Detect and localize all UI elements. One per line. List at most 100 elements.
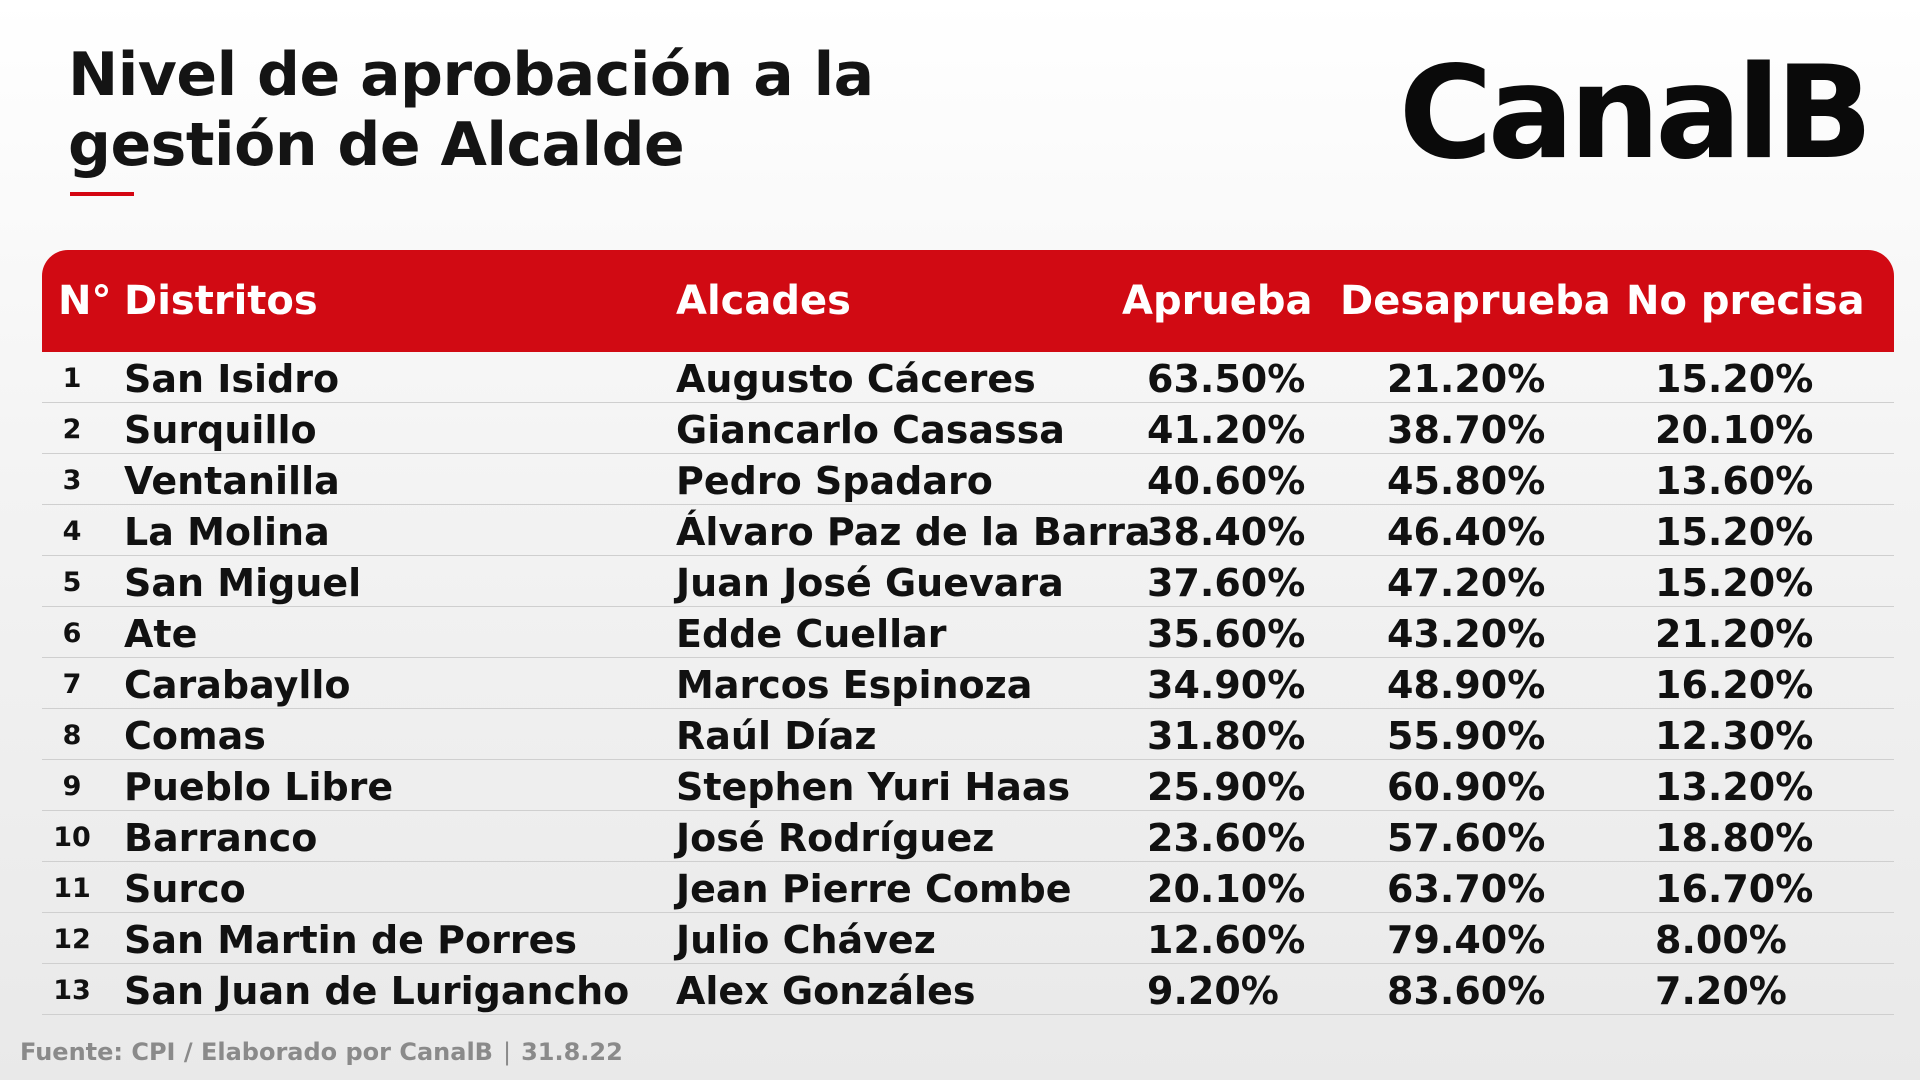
- district-name: La Molina: [124, 510, 330, 554]
- header-aprueba: Aprueba: [1122, 278, 1313, 324]
- approve-value: 23.60%: [1147, 816, 1306, 860]
- district-name: Comas: [124, 714, 266, 758]
- table-row: 11 Surco Jean Pierre Combe 20.10% 63.70% 16.7…: [42, 862, 1894, 913]
- disapprove-value: 38.70%: [1387, 408, 1546, 452]
- table-row: 3 Ventanilla Pedro Spadaro 40.60% 45.80% 13.6…: [42, 454, 1894, 505]
- district-name: Surquillo: [124, 408, 317, 452]
- approve-value: 40.60%: [1147, 459, 1306, 503]
- disapprove-value: 48.90%: [1387, 663, 1546, 707]
- approve-value: 34.90%: [1147, 663, 1306, 707]
- mayor-name: Marcos Espinoza: [676, 663, 1033, 707]
- header-no-precisa: No precisa: [1626, 278, 1865, 324]
- mayor-name: Álvaro Paz de la Barra: [676, 510, 1151, 554]
- table-body: 1 San Isidro Augusto Cáceres 63.50% 21.20% 15…: [42, 352, 1894, 1015]
- undecided-value: 13.60%: [1655, 459, 1814, 503]
- undecided-value: 7.20%: [1655, 969, 1787, 1013]
- disapprove-value: 43.20%: [1387, 612, 1546, 656]
- mayor-name: Raúl Díaz: [676, 714, 877, 758]
- approval-table: N° Distritos Alcades Aprueba Desaprueba No pr…: [42, 250, 1894, 1015]
- table-row: 2 Surquillo Giancarlo Casassa 41.20% 38.70% 2…: [42, 403, 1894, 454]
- disapprove-value: 45.80%: [1387, 459, 1546, 503]
- approve-value: 37.60%: [1147, 561, 1306, 605]
- district-name: San Miguel: [124, 561, 362, 605]
- approve-value: 9.20%: [1147, 969, 1279, 1013]
- mayor-name: Augusto Cáceres: [676, 357, 1036, 401]
- disapprove-value: 63.70%: [1387, 867, 1546, 911]
- disapprove-value: 21.20%: [1387, 357, 1546, 401]
- district-name: Barranco: [124, 816, 318, 860]
- row-number: 11: [53, 873, 91, 904]
- source-date: 31.8.22: [521, 1038, 623, 1066]
- row-number: 13: [53, 975, 91, 1006]
- disapprove-value: 55.90%: [1387, 714, 1546, 758]
- approve-value: 35.60%: [1147, 612, 1306, 656]
- undecided-value: 15.20%: [1655, 357, 1814, 401]
- row-number: 7: [62, 669, 82, 700]
- table-row: 6 Ate Edde Cuellar 35.60% 43.20% 21.20%: [42, 607, 1894, 658]
- district-name: San Juan de Lurigancho: [124, 969, 630, 1013]
- mayor-name: Jean Pierre Combe: [676, 867, 1072, 911]
- canalb-logo: CanalB: [1398, 39, 1873, 188]
- row-number: 9: [62, 771, 82, 802]
- mayor-name: José Rodríguez: [676, 816, 995, 860]
- disapprove-value: 46.40%: [1387, 510, 1546, 554]
- row-number: 12: [53, 924, 91, 955]
- row-number: 1: [62, 363, 82, 394]
- row-number: 10: [53, 822, 91, 853]
- district-name: Surco: [124, 867, 246, 911]
- header-desaprueba: Desaprueba: [1340, 278, 1611, 324]
- approve-value: 20.10%: [1147, 867, 1306, 911]
- disapprove-value: 47.20%: [1387, 561, 1546, 605]
- approve-value: 12.60%: [1147, 918, 1306, 962]
- table-row: 5 San Miguel Juan José Guevara 37.60% 47.20%…: [42, 556, 1894, 607]
- table-row: 12 San Martin de Porres Julio Chávez 12.60%…: [42, 913, 1894, 964]
- mayor-name: Stephen Yuri Haas: [676, 765, 1071, 809]
- undecided-value: 15.20%: [1655, 510, 1814, 554]
- table-row: 9 Pueblo Libre Stephen Yuri Haas 25.90% 60.9…: [42, 760, 1894, 811]
- title-line-1: Nivel de aprobación a la: [68, 40, 874, 110]
- table-row: 13 San Juan de Lurigancho Alex Gonzáles 9.2…: [42, 964, 1894, 1015]
- table-row: 4 La Molina Álvaro Paz de la Barra 38.40% 46…: [42, 505, 1894, 556]
- table-row: 7 Carabayllo Marcos Espinoza 34.90% 48.90% 16…: [42, 658, 1894, 709]
- undecided-value: 18.80%: [1655, 816, 1814, 860]
- footer-separator: |: [502, 1038, 512, 1066]
- mayor-name: Juan José Guevara: [676, 561, 1064, 605]
- undecided-value: 21.20%: [1655, 612, 1814, 656]
- undecided-value: 12.30%: [1655, 714, 1814, 758]
- header-distritos: Distritos: [124, 278, 318, 324]
- approve-value: 38.40%: [1147, 510, 1306, 554]
- source-footer: Fuente: CPI / Elaborado por CanalB | 31.8.…: [20, 1038, 623, 1066]
- undecided-value: 13.20%: [1655, 765, 1814, 809]
- chart-title: Nivel de aprobación a la gestión de Alca…: [68, 40, 874, 180]
- undecided-value: 8.00%: [1655, 918, 1787, 962]
- disapprove-value: 57.60%: [1387, 816, 1546, 860]
- disapprove-value: 83.60%: [1387, 969, 1546, 1013]
- undecided-value: 16.20%: [1655, 663, 1814, 707]
- approve-value: 41.20%: [1147, 408, 1306, 452]
- row-number: 5: [62, 567, 82, 598]
- undecided-value: 15.20%: [1655, 561, 1814, 605]
- approve-value: 31.80%: [1147, 714, 1306, 758]
- district-name: Pueblo Libre: [124, 765, 394, 809]
- mayor-name: Edde Cuellar: [676, 612, 947, 656]
- mayor-name: Alex Gonzáles: [676, 969, 976, 1013]
- district-name: Ventanilla: [124, 459, 340, 503]
- header-num: N°: [58, 278, 112, 324]
- row-number: 4: [62, 516, 82, 547]
- table-row: 1 San Isidro Augusto Cáceres 63.50% 21.20% 15…: [42, 352, 1894, 403]
- district-name: Carabayllo: [124, 663, 351, 707]
- title-accent-bar: [70, 192, 134, 196]
- row-number: 2: [62, 414, 82, 445]
- row-number: 6: [62, 618, 82, 649]
- disapprove-value: 60.90%: [1387, 765, 1546, 809]
- mayor-name: Julio Chávez: [676, 918, 936, 962]
- table-header: N° Distritos Alcades Aprueba Desaprueba No pr…: [42, 250, 1894, 352]
- approve-value: 63.50%: [1147, 357, 1306, 401]
- approve-value: 25.90%: [1147, 765, 1306, 809]
- disapprove-value: 79.40%: [1387, 918, 1546, 962]
- district-name: San Isidro: [124, 357, 340, 401]
- table-row: 10 Barranco José Rodríguez 23.60% 57.60% 18.8…: [42, 811, 1894, 862]
- district-name: San Martin de Porres: [124, 918, 577, 962]
- district-name: Ate: [124, 612, 198, 656]
- header-alcaldes: Alcades: [676, 278, 851, 324]
